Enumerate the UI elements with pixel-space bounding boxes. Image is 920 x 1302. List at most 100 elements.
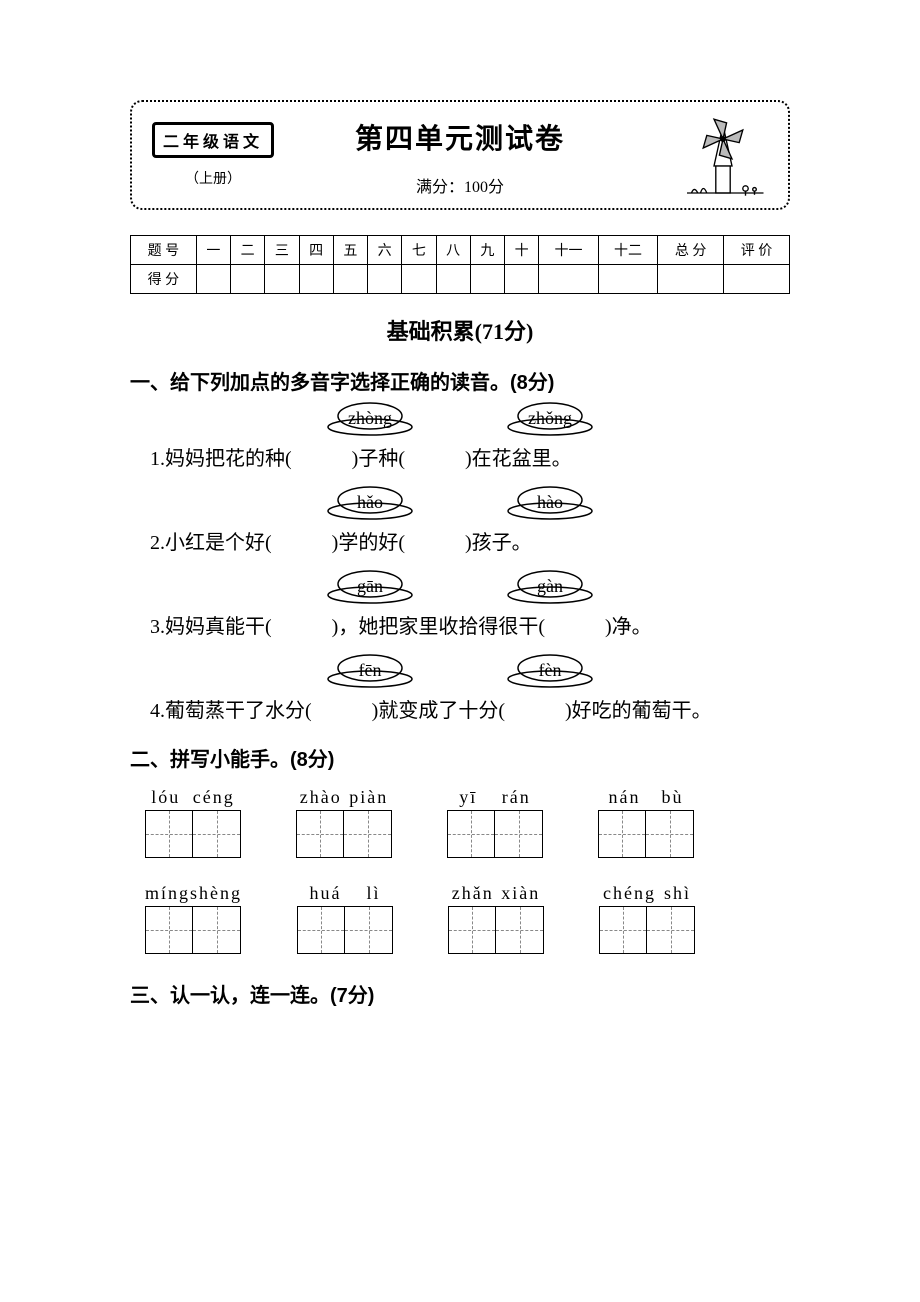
score-cell [539, 265, 598, 294]
tianzi-pair [599, 906, 695, 954]
row-label: 得 分 [131, 265, 197, 294]
tianzi-box [447, 810, 495, 858]
main-title: 第四单元测试卷 [355, 117, 565, 157]
tianzi-pair [447, 810, 543, 858]
col-header: 八 [436, 236, 470, 265]
pinyin-label: zhàopiàn [296, 787, 392, 808]
pinyin-plate: fēn [330, 659, 410, 682]
header-box: 二年级语文 （上册） 第四单元测试卷 满分：100分 [130, 100, 790, 210]
tianzi-box [496, 906, 544, 954]
pinyin-row: hǎo hào [130, 491, 790, 514]
pinyin-label: huálì [297, 883, 393, 904]
score-cell [505, 265, 539, 294]
q1-heading: 一、给下列加点的多音字选择正确的读音。(8分) [130, 366, 790, 395]
score-cell [470, 265, 504, 294]
pinyin-box-group: chéngshì [599, 883, 695, 954]
col-header: 五 [333, 236, 367, 265]
score-cell [724, 265, 790, 294]
pinyin-box-group: yīrán [447, 787, 543, 858]
grade-box: 二年级语文 （上册） [152, 122, 274, 188]
tianzi-box [145, 906, 193, 954]
pinyin-box-group: zhàopiàn [296, 787, 392, 858]
pinyin-row: gān gàn [130, 575, 790, 598]
col-header: 二 [231, 236, 265, 265]
pinyin-row: fēn fèn [130, 659, 790, 682]
score-cell [658, 265, 724, 294]
tianzi-pair [448, 906, 544, 954]
pinyin-box-group: nánbù [598, 787, 694, 858]
col-header: 评 价 [724, 236, 790, 265]
tianzi-box [647, 906, 695, 954]
col-header: 三 [265, 236, 299, 265]
score-cell [402, 265, 436, 294]
q1-sentence: 2.小红是个好( )学的好( )孩子。 [150, 526, 790, 555]
pinyin-box-group: lóucéng [145, 787, 241, 858]
col-header: 十 [505, 236, 539, 265]
tianzi-box [495, 810, 543, 858]
col-header: 总 分 [658, 236, 724, 265]
tianzi-pair [296, 810, 392, 858]
pinyin-text: fèn [539, 660, 562, 680]
score-cell [231, 265, 265, 294]
table-header-row: 题 号 一 二 三 四 五 六 七 八 九 十 十一 十二 总 分 评 价 [131, 236, 790, 265]
pinyin-box-group: zhǎnxiàn [448, 883, 544, 954]
q1-sentence: 1.妈妈把花的种( )子种( )在花盆里。 [150, 442, 790, 471]
q1-container: zhòng zhǒng 1.妈妈把花的种( )子种( )在花盆里。 hǎo hào 2.小… [130, 407, 790, 723]
pinyin-label: míngshèng [145, 883, 242, 904]
q1-sentence: 4.葡萄蒸干了水分( )就变成了十分( )好吃的葡萄干。 [150, 694, 790, 723]
score-cell [196, 265, 230, 294]
pinyin-text: gàn [537, 576, 563, 596]
pinyin-text: zhǒng [528, 408, 572, 428]
q2-heading: 二、拼写小能手。(8分) [130, 743, 790, 772]
q2-row1: lóucéng zhàopiàn yīrán nánbù [145, 787, 790, 858]
tianzi-pair [145, 906, 242, 954]
semester-label: （上册） [152, 168, 274, 188]
tianzi-pair [145, 810, 241, 858]
col-header: 十一 [539, 236, 598, 265]
score-cell [265, 265, 299, 294]
pinyin-row: zhòng zhǒng [130, 407, 790, 430]
pinyin-plate: gān [330, 575, 410, 598]
section-title: 基础积累(71分) [130, 314, 790, 346]
windmill-icon [678, 112, 768, 202]
pinyin-plate: zhǒng [510, 407, 590, 430]
score-cell [436, 265, 470, 294]
pinyin-box-group: huálì [297, 883, 393, 954]
col-header: 七 [402, 236, 436, 265]
grade-label: 二年级语文 [152, 122, 274, 158]
col-header: 六 [368, 236, 402, 265]
pinyin-text: fēn [359, 660, 382, 680]
pinyin-label: nánbù [598, 787, 694, 808]
pinyin-label: zhǎnxiàn [448, 883, 544, 904]
score-cell [598, 265, 657, 294]
pinyin-text: hào [537, 492, 563, 512]
pinyin-text: hǎo [357, 492, 383, 512]
tianzi-box [297, 906, 345, 954]
score-cell [368, 265, 402, 294]
pinyin-label: chéngshì [599, 883, 695, 904]
pinyin-text: zhòng [348, 408, 392, 428]
tianzi-box [344, 810, 392, 858]
score-table: 题 号 一 二 三 四 五 六 七 八 九 十 十一 十二 总 分 评 价 得 … [130, 235, 790, 294]
pinyin-plate: zhòng [330, 407, 410, 430]
col-header: 十二 [598, 236, 657, 265]
pinyin-label: yīrán [447, 787, 543, 808]
table-score-row: 得 分 [131, 265, 790, 294]
col-header: 九 [470, 236, 504, 265]
tianzi-box [296, 810, 344, 858]
tianzi-box [599, 906, 647, 954]
title-center: 第四单元测试卷 满分：100分 [355, 117, 565, 197]
pinyin-text: gān [357, 576, 383, 596]
score-cell [299, 265, 333, 294]
tianzi-box [145, 810, 193, 858]
tianzi-pair [598, 810, 694, 858]
tianzi-box [646, 810, 694, 858]
tianzi-box [193, 810, 241, 858]
tianzi-box [345, 906, 393, 954]
pinyin-plate: hǎo [330, 491, 410, 514]
q2-row2: míngshèng huálì zhǎnxiàn chéngshì [145, 883, 790, 954]
pinyin-plate: gàn [510, 575, 590, 598]
pinyin-plate: fèn [510, 659, 590, 682]
q1-sentence: 3.妈妈真能干( )，她把家里收拾得很干( )净。 [150, 610, 790, 639]
tianzi-box [193, 906, 241, 954]
